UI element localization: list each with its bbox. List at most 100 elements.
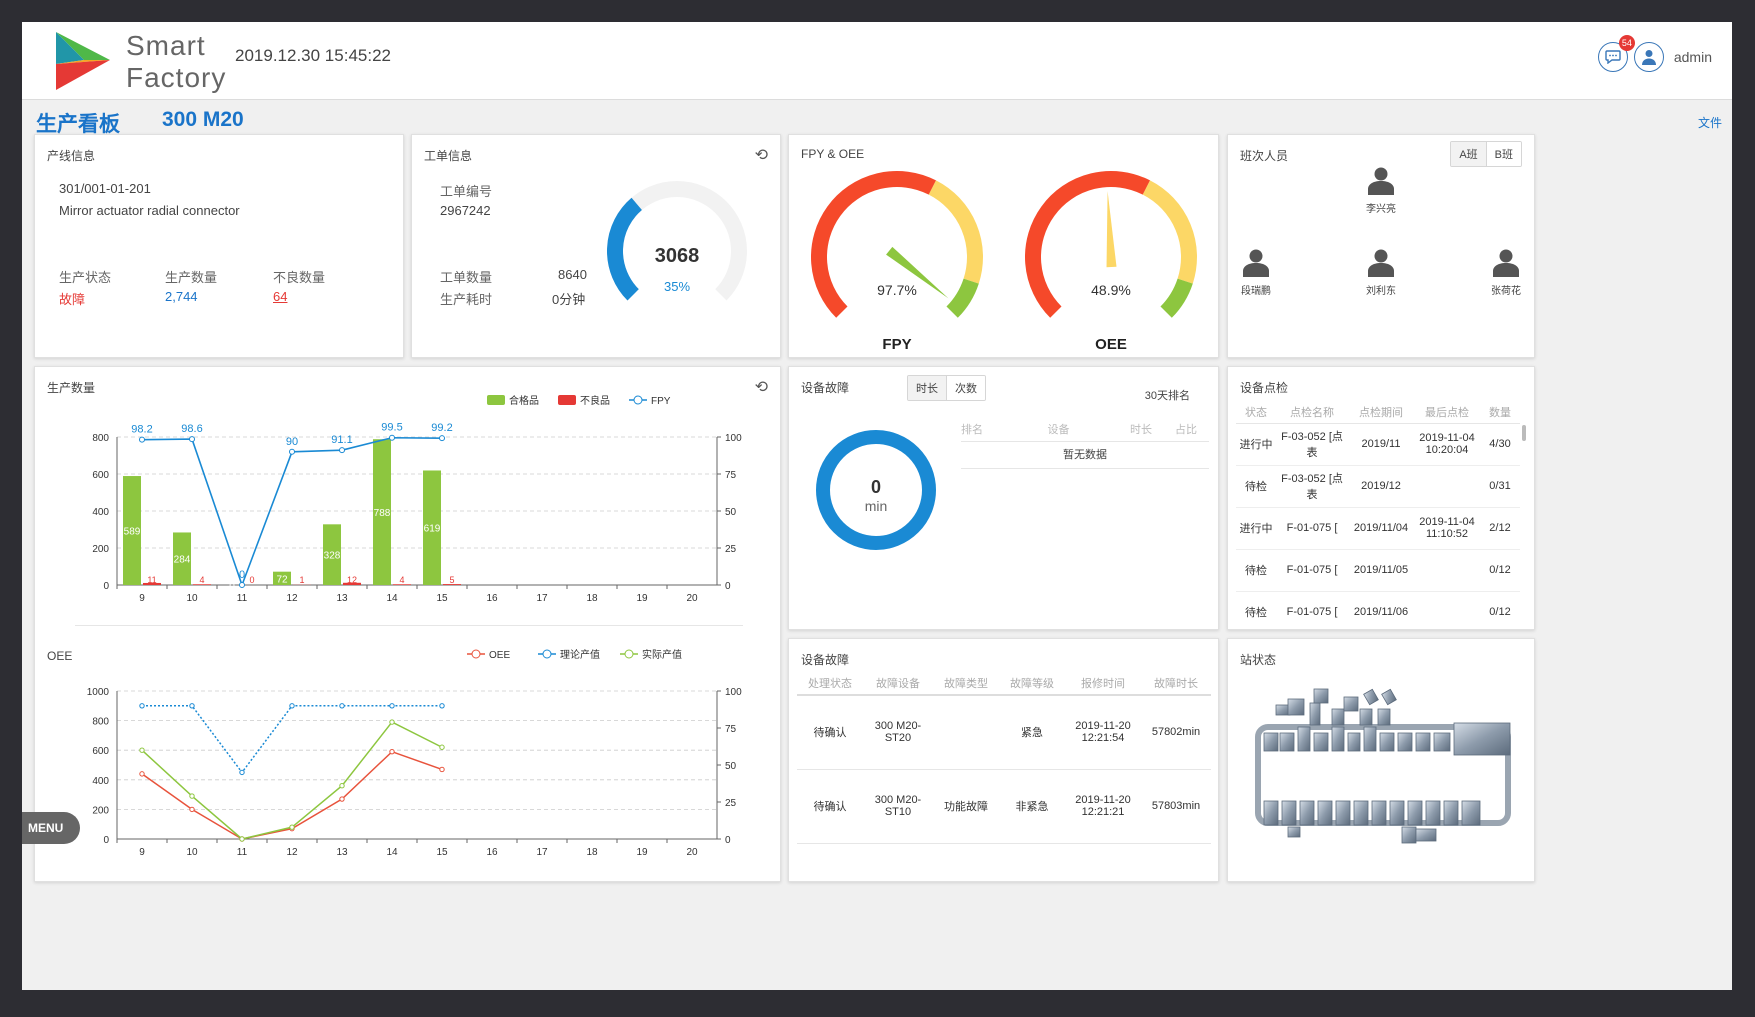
messages-button[interactable]: 54 (1597, 35, 1635, 72)
series-point[interactable] (339, 783, 345, 789)
fpy-point[interactable] (439, 435, 445, 442)
legend-swatch[interactable] (558, 395, 576, 405)
defect-value[interactable]: 64 (273, 289, 288, 304)
station-status-panel: 站状态 (1227, 638, 1535, 882)
bar-good[interactable] (323, 524, 341, 585)
shift-tabs: A班 B班 (1450, 141, 1522, 167)
order-time-value: 0分钟 (552, 292, 586, 307)
current-datetime: 2019.12.30 15:45:22 (235, 46, 391, 65)
bar-bad[interactable] (343, 582, 361, 585)
bar-bad[interactable] (193, 584, 211, 585)
fpy-point[interactable] (239, 582, 245, 588)
fpy-point[interactable] (389, 434, 395, 441)
menu-button[interactable]: MENU (22, 812, 80, 844)
fpy-point[interactable] (289, 448, 295, 455)
x-tick-label: 12 (286, 593, 298, 604)
bar-bad[interactable] (443, 584, 461, 585)
legend-swatch[interactable] (487, 395, 505, 405)
column-header: 故障时长 (1154, 677, 1198, 690)
bar-bad[interactable] (393, 584, 411, 585)
bar-good[interactable] (273, 571, 291, 585)
series-point[interactable] (139, 703, 145, 709)
person-name: 刘利东 (1366, 286, 1396, 297)
series-point[interactable] (389, 703, 395, 709)
username[interactable]: admin (1673, 49, 1712, 65)
series-point[interactable] (389, 748, 395, 755)
person-card[interactable]: 段瑞鹏 (1231, 249, 1281, 297)
row-period: 2019/11 (1361, 438, 1401, 450)
file-link[interactable]: 文件 (1697, 116, 1722, 130)
series-point[interactable] (439, 703, 445, 709)
bar-good[interactable] (373, 439, 391, 585)
series-point[interactable] (289, 824, 295, 830)
user-icon (1641, 50, 1656, 65)
table-row[interactable]: 待检 F-01-075 [ 2019/11/06 0/12 (1236, 591, 1520, 621)
bar-good[interactable] (123, 476, 141, 585)
tab-duration[interactable]: 时长 (908, 376, 947, 400)
table-row[interactable]: 进行中 F-03-052 [点表 2019/11 2019-11-04 10:2… (1236, 423, 1520, 465)
bar-good-label: 589 (124, 527, 141, 538)
line-info-panel: 产线信息 301/001-01-201 Mirror actuator radi… (34, 134, 404, 358)
fpy-point[interactable] (139, 436, 145, 443)
bar-bad-label: 5 (449, 575, 454, 585)
tab-count[interactable]: 次数 (947, 376, 985, 400)
column-header: 排名 (961, 424, 983, 436)
bar-bad[interactable] (143, 582, 161, 585)
series-point[interactable] (439, 744, 445, 750)
y2-tick-label: 50 (725, 761, 737, 772)
person-card[interactable]: 刘利东 (1356, 249, 1406, 297)
series-point[interactable] (139, 771, 145, 777)
tab-shift-a[interactable]: A班 (1451, 142, 1487, 166)
gauge-band (1025, 171, 1151, 318)
person-icon (1493, 249, 1519, 277)
panel-title: 设备故障 (801, 381, 850, 395)
series-point[interactable] (239, 769, 245, 776)
scrollbar-thumb[interactable] (1522, 425, 1526, 441)
history-icon[interactable]: ⟲ (754, 379, 768, 396)
column-header: 设备 (1047, 424, 1070, 436)
series-point[interactable] (289, 703, 295, 709)
series-point[interactable] (339, 703, 345, 709)
table-row[interactable]: 待检 F-03-052 [点表 2019/12 0/31 (1236, 465, 1520, 507)
order-qty-value: 8640 (558, 267, 587, 282)
person-card[interactable]: 李兴亮 (1356, 167, 1406, 215)
app-logo (56, 32, 110, 90)
legend-label: 实际产值 (642, 648, 682, 661)
user-button[interactable] (1633, 42, 1664, 72)
fpy-point[interactable] (189, 436, 195, 443)
y-tick-label: 1000 (87, 687, 110, 698)
table-row[interactable]: 待确认 300 M20-ST20 紧急 2019-11-20 12:21:54 … (797, 695, 1211, 769)
column-header: 时长 (1130, 424, 1152, 436)
legend-marker (542, 649, 552, 659)
top-bar: Smart Factory 2019.12.30 15:45:22 54 adm… (22, 22, 1732, 100)
table-row[interactable]: 待检 F-01-075 [ 2019/11/05 0/12 (1236, 549, 1520, 591)
charts-panel: 生产数量 ⟲ 合格品 不良品 FPY 0 200 400 600 800 0 25 50 75 100 9… (34, 366, 781, 882)
y-tick-label: 200 (92, 544, 109, 555)
bar-good[interactable] (173, 532, 191, 585)
series-point[interactable] (189, 806, 195, 813)
panel-title: 设备点检 (1240, 381, 1289, 395)
tab-shift-b[interactable]: B班 (1486, 142, 1521, 166)
fault-metric-tabs: 时长 次数 (907, 375, 986, 401)
x-tick-label: 10 (186, 847, 198, 858)
bar-good[interactable] (423, 470, 441, 585)
rank-label: 30天排名 (1144, 390, 1190, 402)
row-count: 0/31 (1489, 480, 1511, 492)
person-card[interactable]: 张荷花 (1481, 249, 1531, 297)
column-header: 故障设备 (876, 677, 920, 690)
y2-tick-label: 25 (725, 544, 737, 555)
series-point[interactable] (389, 719, 395, 725)
series-point[interactable] (239, 836, 245, 842)
table-row[interactable]: 待确认 300 M20-ST10 功能故障 非紧急 2019-11-20 12:… (797, 769, 1211, 843)
series-point[interactable] (139, 747, 145, 753)
bar-good-label: 788 (374, 508, 391, 519)
table-row[interactable]: 进行中 F-01-075 [ 2019/11/04 2019-11-04 11:… (1236, 507, 1520, 549)
fpy-point[interactable] (339, 447, 345, 454)
series-point[interactable] (189, 793, 195, 799)
series-point[interactable] (439, 766, 445, 773)
series-point[interactable] (339, 796, 345, 802)
series-point[interactable] (189, 703, 195, 709)
history-icon[interactable]: ⟲ (754, 147, 768, 164)
row-type: 功能故障 (944, 801, 988, 813)
inspection-panel: 设备点检 状态 点检名称 点检期间 最后点检 数量 进行中 F-03-052 [… (1227, 366, 1535, 630)
